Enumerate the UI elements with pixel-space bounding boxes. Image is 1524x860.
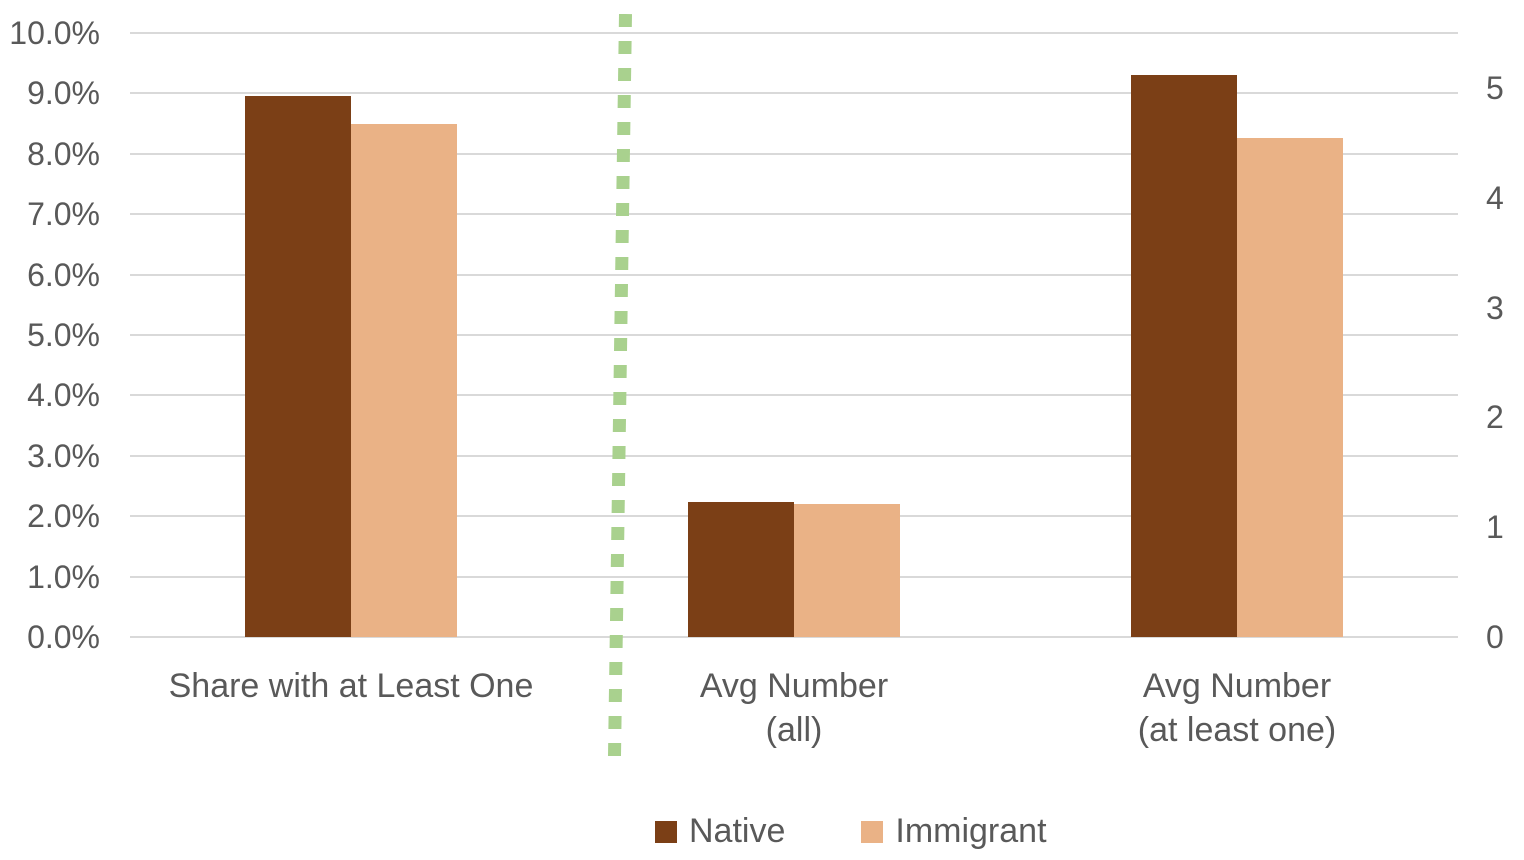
left-axis-tick: 8.0% bbox=[27, 136, 100, 172]
left-axis-tick: 9.0% bbox=[27, 75, 100, 111]
left-axis-tick: 4.0% bbox=[27, 377, 100, 413]
left-axis-tick: 10.0% bbox=[9, 15, 100, 51]
gridline bbox=[130, 213, 1458, 215]
left-axis-tick: 0.0% bbox=[27, 619, 100, 655]
legend-swatch-native-icon bbox=[655, 820, 677, 843]
legend-swatch-immigrant-icon bbox=[861, 820, 884, 843]
right-axis-tick: 2 bbox=[1486, 399, 1504, 435]
bar-native-1 bbox=[688, 502, 794, 637]
gridline bbox=[130, 455, 1458, 457]
gridline bbox=[130, 153, 1458, 155]
right-axis-tick: 0 bbox=[1486, 619, 1504, 655]
bar-immigrant-2 bbox=[1237, 138, 1343, 637]
legend: Native Immigrant bbox=[655, 812, 1047, 851]
gridline bbox=[130, 32, 1458, 34]
bar-native-2 bbox=[1131, 75, 1237, 637]
right-axis-tick: 3 bbox=[1486, 290, 1504, 326]
bar-immigrant-1 bbox=[794, 504, 900, 637]
category-label: Avg Number (at least one) bbox=[1137, 667, 1337, 749]
gridline bbox=[130, 274, 1458, 276]
gridline bbox=[130, 92, 1458, 94]
left-axis-tick: 7.0% bbox=[27, 196, 100, 232]
bar-immigrant-0 bbox=[351, 124, 457, 637]
legend-item-native: Native bbox=[655, 812, 785, 851]
bar-native-0 bbox=[245, 96, 351, 637]
legend-label-native: Native bbox=[689, 812, 786, 850]
legend-label-immigrant: Immigrant bbox=[895, 812, 1047, 850]
left-axis-tick: 2.0% bbox=[27, 498, 100, 534]
category-label: Avg Number (all) bbox=[699, 667, 889, 749]
legend-item-immigrant: Immigrant bbox=[861, 812, 1047, 851]
right-axis-tick: 4 bbox=[1486, 180, 1504, 216]
gridline bbox=[130, 636, 1458, 638]
left-axis-tick: 6.0% bbox=[27, 257, 100, 293]
left-axis-tick: 3.0% bbox=[27, 438, 100, 474]
separator-dotted-line bbox=[607, 13, 632, 771]
right-axis-tick: 5 bbox=[1486, 70, 1504, 106]
gridline bbox=[130, 394, 1458, 396]
right-axis-tick: 1 bbox=[1486, 509, 1504, 545]
left-axis-tick: 5.0% bbox=[27, 317, 100, 353]
left-axis-tick: 1.0% bbox=[27, 559, 100, 595]
gridline bbox=[130, 334, 1458, 336]
category-label: Share with at Least One bbox=[168, 667, 534, 705]
